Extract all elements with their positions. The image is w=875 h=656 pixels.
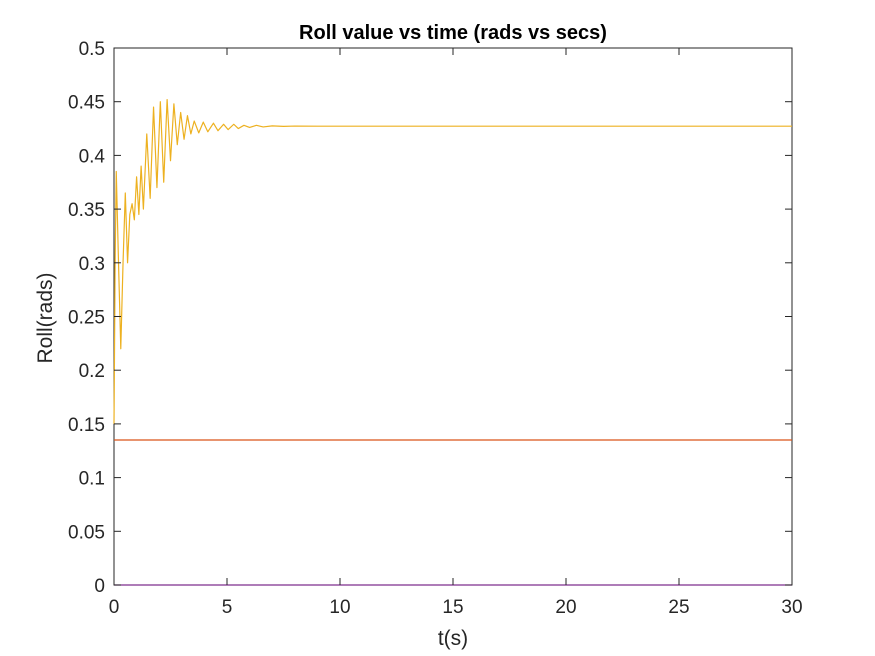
y-tick-label: 0.4 <box>79 146 106 167</box>
y-tick-label: 0.15 <box>68 415 105 436</box>
y-tick-label: 0.05 <box>68 522 105 543</box>
y-tick-label: 0.2 <box>79 361 105 382</box>
y-tick-label: 0.35 <box>68 200 105 221</box>
y-tick-label: 0 <box>94 576 105 597</box>
y-tick-label: 0.45 <box>68 93 105 114</box>
y-tick-label: 0.25 <box>68 308 105 329</box>
x-tick-label: 10 <box>329 597 350 618</box>
plot-area: 0 5 10 15 20 25 30 0 0.05 0.1 0.15 0.2 0.25 0.3 0.35 0.… <box>68 39 803 618</box>
x-tick-label: 15 <box>442 597 463 618</box>
y-tick-label: 0.1 <box>79 469 105 490</box>
y-tick-label: 0.5 <box>79 39 105 60</box>
ticks-layer: 0 5 10 15 20 25 30 0 0.05 0.1 0.15 0.2 0.25 0.3 0.35 0.… <box>68 39 803 618</box>
axes-box <box>113 47 793 586</box>
x-tick-label: 20 <box>555 597 576 618</box>
y-axis-label: Roll(rads) <box>34 272 57 363</box>
x-tick-label: 30 <box>781 597 802 618</box>
x-tick-label: 5 <box>222 597 233 618</box>
x-tick-label: 25 <box>668 597 689 618</box>
chart-title: Roll value vs time (rads vs secs) <box>299 22 607 44</box>
series-line-roll <box>113 98 792 424</box>
x-tick-label: 0 <box>109 597 120 618</box>
y-tick-label: 0.3 <box>79 254 105 275</box>
x-axis-label: t(s) <box>438 627 468 650</box>
